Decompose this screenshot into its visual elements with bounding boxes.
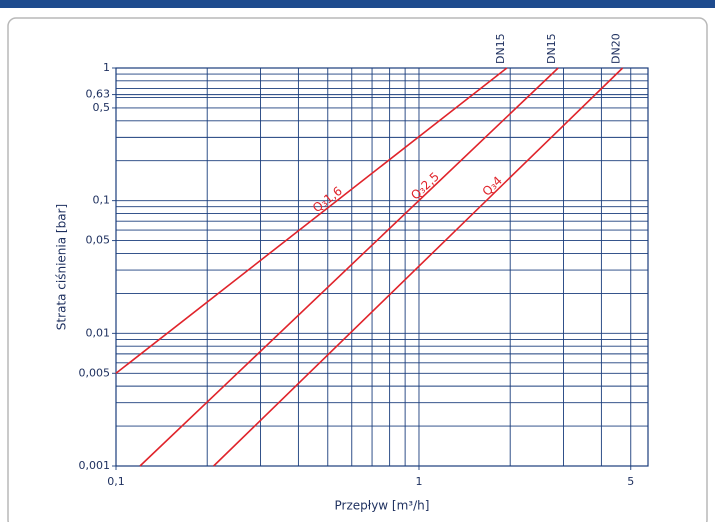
x-axis-title: Przepływ [m³/h] [335, 499, 430, 513]
dn-label: DN20 [610, 33, 623, 64]
series-line [115, 67, 508, 374]
series-line [139, 67, 559, 467]
y-tick-label: 0,5 [93, 101, 111, 114]
series-line [213, 67, 624, 467]
y-tick-label: 0,001 [79, 459, 111, 472]
y-tick-label: 0,1 [93, 194, 111, 207]
card [7, 17, 708, 526]
y-tick-label: 0,05 [86, 234, 111, 247]
dn-label: DN15 [494, 33, 507, 64]
top-bar [0, 0, 715, 8]
x-tick-label: 5 [627, 475, 634, 488]
y-tick-label: 0,63 [86, 88, 111, 101]
plot-frame [115, 67, 649, 467]
y-tick-label: 1 [103, 61, 110, 74]
y-tick-label: 0,01 [86, 326, 111, 339]
x-tick-label: 1 [415, 475, 422, 488]
dn-label: DN15 [545, 33, 558, 64]
y-axis-title: Strata ciśnienia [bar] [55, 204, 69, 330]
x-tick-label: 0,1 [107, 475, 125, 488]
y-tick-label: 0,005 [79, 366, 111, 379]
